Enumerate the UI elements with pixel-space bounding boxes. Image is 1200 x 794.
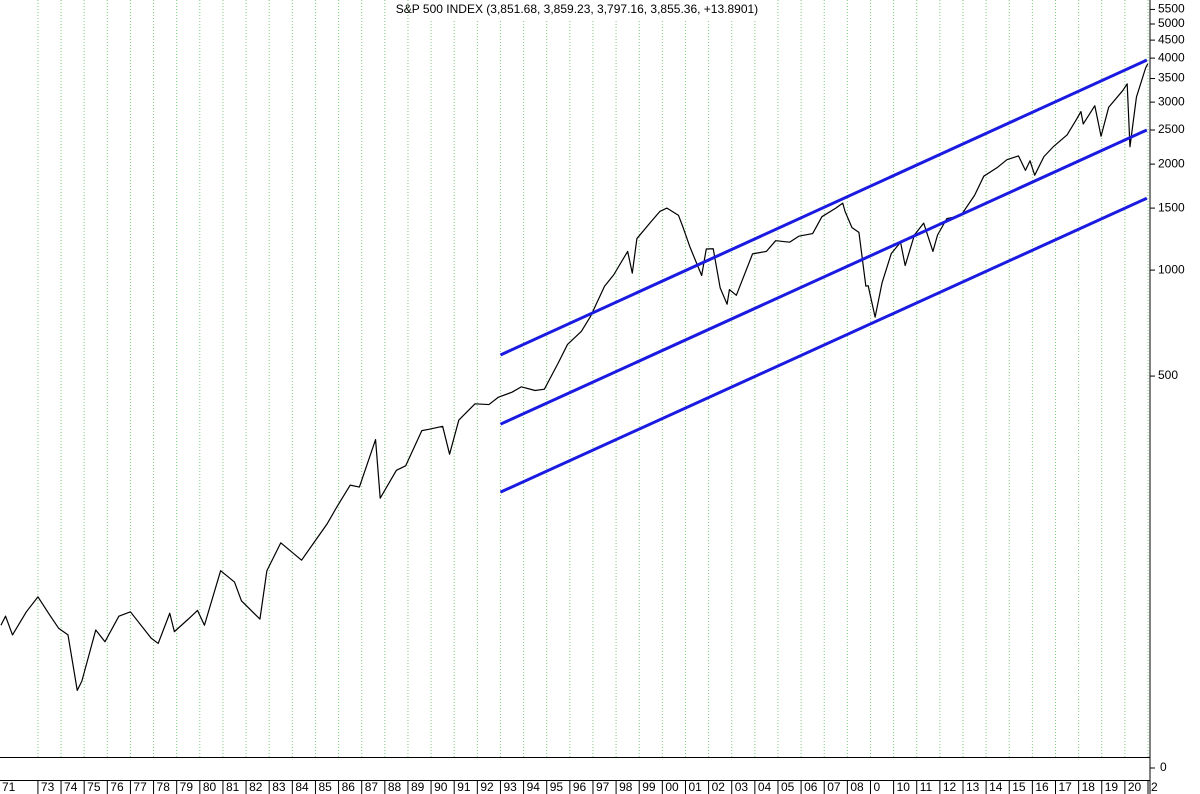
x-tick-label: 77	[133, 780, 147, 794]
x-tick-label: 18	[1082, 780, 1096, 794]
x-tick-label: 75	[87, 780, 101, 794]
x-tick-label: 12	[943, 780, 957, 794]
x-tick-label: 80	[203, 780, 217, 794]
x-tick-label: 85	[318, 780, 332, 794]
x-tick-label: 94	[527, 780, 541, 794]
x-tick-label: 81	[226, 780, 240, 794]
x-tick-label: 02	[712, 780, 726, 794]
title-backdrop	[430, 0, 770, 20]
y-tick-label: 2000	[1158, 156, 1185, 170]
x-tick-label: 08	[850, 780, 864, 794]
y-tick-label: 4500	[1158, 32, 1185, 46]
y-tick-label: 1500	[1158, 200, 1185, 214]
x-tick-label: 78	[157, 780, 171, 794]
y-tick-label: 4000	[1158, 50, 1185, 64]
x-tick-label: 20	[1128, 780, 1142, 794]
y-tick-label: 3000	[1158, 94, 1185, 108]
x-tick-label: 92	[480, 780, 494, 794]
x-tick-label: 84	[295, 780, 309, 794]
y-tick-label: 5000	[1158, 16, 1185, 30]
x-tick-label: 74	[64, 780, 78, 794]
x-tick-label: 73	[41, 780, 55, 794]
x-tick-label: 10	[897, 780, 911, 794]
chart-title: S&P 500 INDEX (3,851.68, 3,859.23, 3,797…	[396, 2, 758, 16]
x-tick-label: 88	[388, 780, 402, 794]
x-tick-label: 90	[434, 780, 448, 794]
channel-line	[499, 196, 1148, 494]
x-tick-label: 03	[735, 780, 749, 794]
x-tick-label: 97	[596, 780, 610, 794]
x-tick-label: 96	[573, 780, 587, 794]
x-tick-label: 99	[642, 780, 656, 794]
channel-line	[499, 58, 1148, 357]
y-tick-label: 1000	[1158, 262, 1185, 276]
x-tick-label: 05	[781, 780, 795, 794]
x-tick-label: 71	[2, 780, 16, 794]
y-tick-label: 0	[1160, 760, 1167, 774]
x-tick-label: 11	[920, 780, 933, 794]
x-tick-label: 76	[110, 780, 124, 794]
x-tick-label: 98	[619, 780, 633, 794]
x-tick-label: 19	[1105, 780, 1119, 794]
y-tick-label: 3500	[1158, 71, 1185, 85]
x-tick-label: 91	[457, 780, 471, 794]
x-tick-label: 83	[272, 780, 286, 794]
x-tick-label: 95	[550, 780, 564, 794]
y-tick-label: 2500	[1158, 122, 1185, 136]
x-tick-label: 2	[1151, 780, 1158, 794]
x-tick-label: 79	[180, 780, 194, 794]
plot	[0, 58, 1149, 691]
x-tick-label: 87	[365, 780, 379, 794]
x-tick-label: 15	[1012, 780, 1026, 794]
x-tick-label: 82	[249, 780, 263, 794]
y-tick-label: 5500	[1158, 2, 1185, 16]
x-tick-label: 89	[411, 780, 425, 794]
price-line	[0, 63, 1149, 691]
x-tick-label: 13	[966, 780, 980, 794]
x-tick-label: 16	[1035, 780, 1049, 794]
x-tick-label: 17	[1058, 780, 1072, 794]
x-tick-label: 04	[758, 780, 772, 794]
x-tick-label: 86	[342, 780, 356, 794]
x-tick-label: 0	[873, 780, 880, 794]
x-tick-label: 93	[503, 780, 517, 794]
channel-line	[499, 128, 1148, 426]
x-tick-label: 07	[827, 780, 841, 794]
x-tick-label: 14	[989, 780, 1003, 794]
x-tick-label: 01	[688, 780, 702, 794]
grid	[37, 0, 1149, 757]
x-tick-label: 06	[804, 780, 818, 794]
y-tick-label: 500	[1158, 368, 1178, 382]
x-tick-label: 00	[665, 780, 679, 794]
